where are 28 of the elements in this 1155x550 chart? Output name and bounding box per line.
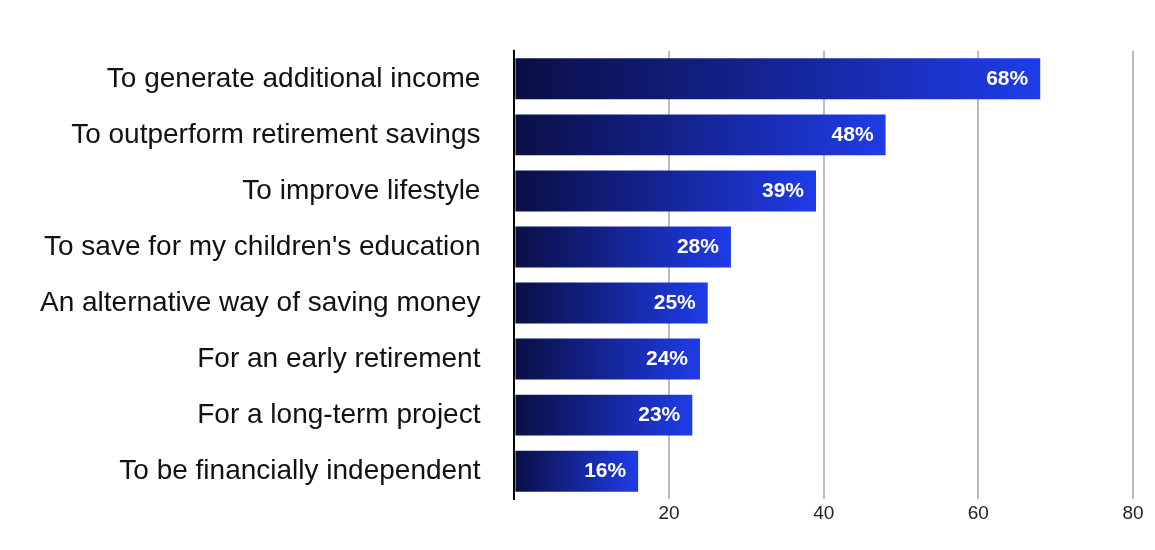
data-label: 28% — [676, 233, 720, 257]
data-label: 48% — [831, 121, 874, 145]
bar — [515, 58, 1041, 100]
data-label: 39% — [761, 177, 805, 201]
data-label: 25% — [653, 289, 697, 313]
y-tick-label: To be financially independent — [119, 453, 481, 485]
data-label: 24% — [645, 345, 689, 369]
bar — [515, 170, 816, 212]
data-label: 68% — [986, 65, 1029, 89]
x-tick-label: 40 — [813, 501, 835, 523]
bar — [515, 450, 639, 492]
bar — [515, 226, 731, 268]
y-tick-label: To outperform retirement savings — [71, 117, 481, 149]
data-label: 23% — [638, 401, 681, 425]
x-tick-label: 60 — [967, 501, 989, 523]
y-tick-label: To save for my children's education — [44, 229, 481, 261]
y-tick-label: To generate additional income — [106, 61, 481, 93]
bar — [515, 338, 701, 380]
y-tick-label: For a long-term project — [197, 397, 481, 429]
y-tick-label: For an early retirement — [197, 341, 481, 373]
bar — [515, 282, 708, 324]
y-tick-label: An alternative way of saving money — [40, 285, 481, 317]
bar — [515, 114, 886, 156]
y-tick-label: To improve lifestyle — [242, 173, 481, 205]
data-label: 16% — [584, 457, 627, 481]
x-tick-label: 20 — [658, 501, 680, 523]
x-tick-label: 80 — [1122, 501, 1144, 523]
bar — [515, 394, 693, 436]
